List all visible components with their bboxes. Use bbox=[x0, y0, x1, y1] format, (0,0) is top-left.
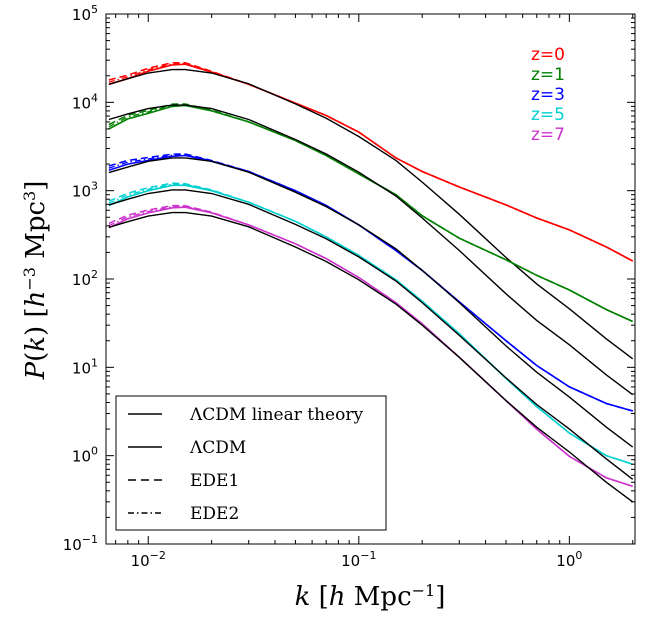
series-lines bbox=[108, 61, 634, 503]
series-z1-linear-theory-line bbox=[108, 104, 634, 396]
x-tick-label: 10−2 bbox=[131, 549, 166, 570]
y-tick-label: 105 bbox=[72, 3, 98, 24]
legend-label: ΛCDM bbox=[189, 438, 246, 458]
series-z7-lcdm-line bbox=[108, 206, 633, 488]
legend-label: EDE2 bbox=[190, 504, 239, 524]
axis-tick-labels: 10−2 10−1 100 10−1 100 101 102 103 104 105 bbox=[63, 3, 583, 570]
x-tick-label: 10−1 bbox=[341, 549, 376, 570]
series-label-z0: z=0 bbox=[531, 45, 565, 65]
legend: ΛCDM linear theory ΛCDM EDE1 EDE2 bbox=[115, 395, 387, 531]
x-axis-label: k [h Mpc−1] bbox=[295, 581, 446, 612]
series-z0-lcdm-line bbox=[108, 63, 634, 262]
y-tick-label: 101 bbox=[72, 356, 98, 377]
series-z3-linear-theory-line bbox=[108, 157, 634, 448]
legend-label: EDE1 bbox=[190, 471, 239, 491]
axis-ticks bbox=[106, 14, 635, 545]
series-z7-linear-theory-line bbox=[108, 211, 634, 503]
y-tick-label: 10−1 bbox=[63, 533, 98, 554]
legend-box bbox=[115, 395, 387, 531]
y-tick-label: 104 bbox=[72, 91, 98, 112]
series-z5-linear-theory-line bbox=[108, 189, 634, 480]
series-z5-lcdm-line bbox=[108, 184, 633, 465]
y-tick-label: 100 bbox=[72, 445, 98, 466]
series-labels: z=0z=1z=3z=5z=7 bbox=[531, 45, 565, 145]
x-tick-label: 100 bbox=[556, 549, 582, 570]
y-axis-label: P(k) [h−3 Mpc3] bbox=[20, 181, 51, 381]
series-z1-lcdm-line bbox=[108, 104, 634, 323]
series-label-z7: z=7 bbox=[531, 125, 565, 145]
series-label-z5: z=5 bbox=[531, 105, 565, 125]
y-tick-label: 103 bbox=[72, 180, 98, 201]
y-tick-label: 102 bbox=[72, 268, 98, 289]
series-label-z3: z=3 bbox=[531, 85, 565, 105]
series-label-z1: z=1 bbox=[531, 65, 565, 85]
legend-label: ΛCDM linear theory bbox=[189, 405, 363, 425]
series-z0-linear-theory-line bbox=[108, 68, 634, 360]
